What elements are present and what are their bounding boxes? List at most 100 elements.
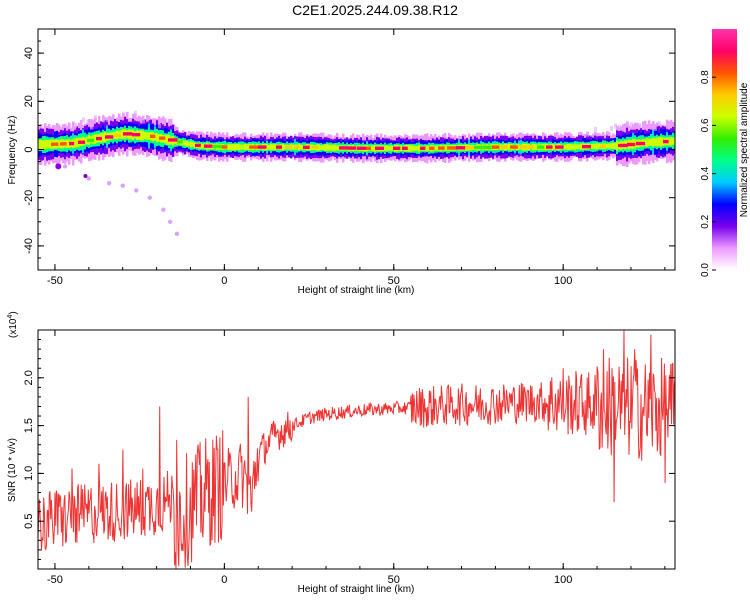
x-tick-label: 0 <box>221 275 227 287</box>
y-tick-label: 0.5 <box>23 514 35 529</box>
band-cell <box>326 144 329 152</box>
top-y-axis-label: Frequency (Hz) <box>7 116 18 185</box>
y-scale-prefix: (x10 <box>8 318 19 338</box>
band-peak <box>42 142 50 147</box>
band-peak <box>564 145 570 149</box>
band-cell <box>182 140 185 146</box>
band-cell <box>38 139 41 150</box>
band-peak <box>96 136 102 141</box>
tail-point <box>161 207 166 212</box>
band-cell <box>318 144 321 151</box>
band-cell <box>606 143 609 149</box>
band-peak <box>483 145 492 149</box>
halo-cell <box>90 124 93 130</box>
colorbar-tick-label: 0.0 <box>700 263 711 277</box>
halo-cell <box>106 117 109 123</box>
band-cell <box>238 143 241 151</box>
band-peak <box>168 138 178 142</box>
band-cell <box>370 145 373 152</box>
band-peak <box>645 140 651 145</box>
y-scale-exponent: 4 <box>7 315 14 319</box>
tail-point <box>134 188 139 193</box>
band-peak <box>555 145 564 149</box>
band-peak <box>231 145 239 149</box>
halo-cell <box>614 123 617 129</box>
tail-point <box>86 176 92 181</box>
tail-point <box>106 181 112 186</box>
band-cell <box>616 140 619 151</box>
band-peak <box>384 146 392 150</box>
band-peak <box>114 133 121 138</box>
band-peak <box>474 145 483 150</box>
band-peak <box>123 132 133 136</box>
band-cell <box>570 144 573 150</box>
tail-point <box>83 174 88 179</box>
band-cell <box>66 139 69 149</box>
x-tick-label: -50 <box>47 574 63 586</box>
band-peak <box>285 145 293 149</box>
band-peak <box>672 139 675 143</box>
band-cell <box>426 145 429 152</box>
tail-point <box>62 164 68 169</box>
band-cell <box>508 143 511 151</box>
band-cell <box>598 143 601 150</box>
band-peak <box>402 146 408 150</box>
band-peak <box>465 145 475 150</box>
halo-cell <box>606 131 609 137</box>
y-tick-label: 1.5 <box>23 418 35 433</box>
halo-cell <box>618 124 621 130</box>
band-peak <box>321 145 327 150</box>
band-cell <box>282 143 285 151</box>
band-peak <box>411 146 421 150</box>
y-tick-label: 1.0 <box>23 466 35 481</box>
band-cell <box>408 144 411 152</box>
band-peak <box>312 145 318 150</box>
band-peak <box>438 146 445 150</box>
y-scale-suffix: ) <box>8 311 19 314</box>
halo-cell <box>86 119 89 125</box>
band-cell <box>246 144 249 150</box>
band-peak <box>501 145 508 149</box>
band-peak <box>177 140 183 144</box>
band-cell <box>310 144 313 151</box>
band-peak <box>366 146 372 150</box>
tail-point <box>167 219 173 224</box>
bottom-x-axis-label: Height of straight line (km) <box>298 584 415 595</box>
bottom-y-axis-label: SNR (10 * v/v) <box>7 438 18 502</box>
band-peak <box>510 145 518 149</box>
top-x-axis-label: Height of straight line (km) <box>298 285 415 296</box>
colorbar-tick-label: 0.4 <box>700 166 711 180</box>
colorbar-label: Normalized spectral amplitude <box>739 82 750 217</box>
y-tick-label: 40 <box>23 47 35 59</box>
band-cell <box>74 138 77 148</box>
x-tick-label: 0 <box>221 574 227 586</box>
band-cell <box>94 134 97 144</box>
halo-cell <box>122 111 125 117</box>
band-cell <box>154 133 157 141</box>
band-cell <box>434 145 437 151</box>
band-peak <box>609 144 615 148</box>
band-cell <box>670 136 673 146</box>
faint-tail <box>55 163 180 237</box>
halo-cell <box>102 117 105 123</box>
band-cell <box>300 144 303 150</box>
band-peak <box>429 146 435 150</box>
colorbar-tick-label: 0.6 <box>700 118 711 132</box>
band-cell <box>166 134 169 145</box>
band-peak <box>276 145 282 149</box>
band-peak <box>339 146 349 150</box>
band-cell <box>444 145 447 151</box>
halo-cell <box>134 110 137 116</box>
band-peak <box>654 140 663 144</box>
band-peak <box>78 140 86 144</box>
band-peak <box>240 145 248 149</box>
y-tick-label: 0 <box>23 146 35 152</box>
band-peak <box>150 134 156 138</box>
band-peak <box>591 144 598 149</box>
band-cell <box>156 132 159 143</box>
band-cell <box>272 144 275 150</box>
band-cell <box>200 143 203 149</box>
band-peak <box>573 145 583 149</box>
x-tick-label: 50 <box>388 574 400 586</box>
halo-cell <box>638 123 641 129</box>
